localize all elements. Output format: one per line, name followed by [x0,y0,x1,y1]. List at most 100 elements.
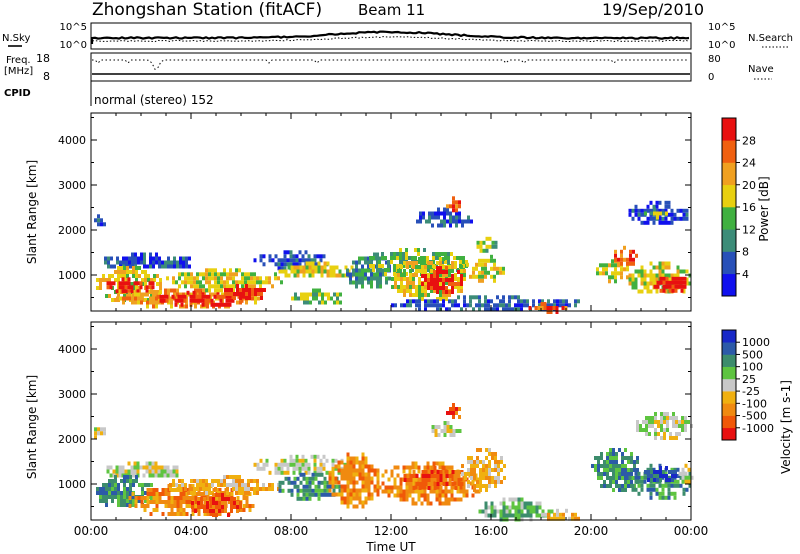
beam-label: Beam 11 [358,1,425,19]
power-colorbar-swatch [722,207,736,230]
time-axis: 00:00 04:00 08:00 12:00 16:00 20:00 00:00 [74,524,709,538]
nave-tick-top: 80 [708,54,721,65]
xtick-label: 12:00 [374,524,409,538]
power-region-24 [653,276,687,293]
velocity-colorbar-swatch [722,427,736,441]
power-colorbar-tick-label: 20 [742,179,756,192]
power-region-7 [224,284,266,300]
power-region-19 [391,295,580,312]
xtick-label: 20:00 [574,524,609,538]
power-colorbar: 4 8 12 16 20 24 28 [721,117,756,297]
power-ytick-label: 1000 [58,269,86,282]
velocity-region-20 [678,463,694,484]
velocity-region-18 [644,466,680,482]
power-region-18 [476,236,498,253]
nsky-tick-top: 10^5 [60,22,87,33]
power-region-22 [614,245,638,266]
velocity-colorbar-swatch [722,415,736,429]
velocity-panel: 1000 2000 3000 4000 [58,321,694,522]
nsearch-label: N.Search [748,33,793,44]
nave-label: Nave [748,64,774,75]
power-colorbar-tick-label: 4 [742,268,749,281]
power-colorbar-tick-label: 24 [742,157,756,170]
velocity-colorbar-tick-label: -1000 [742,422,774,435]
velocity-ytick-label: 4000 [58,343,86,356]
nsky-tick-bottom: 10^0 [60,40,87,51]
velocity-colorbar-tick-label: 25 [742,373,756,386]
velocity-region-19 [636,412,693,440]
power-ytick-label: 2000 [58,224,86,237]
power-region-16 [446,196,461,213]
power-colorbar-tick-label: 28 [742,134,756,147]
freq-strip-panel [90,52,692,82]
power-region-0 [94,214,106,227]
velocity-region-8 [328,452,380,509]
xtick-label: 00:00 [674,524,709,538]
power-colorbar-tick-label: 16 [742,201,756,214]
velocity-region-10 [403,466,464,490]
nsky-strip-panel [90,22,692,50]
power-ytick-label: 4000 [58,134,86,147]
station-title: Zhongshan Station (fitACF) [92,0,322,20]
velocity-colorbar-tick-label: -100 [742,397,767,410]
velocity-colorbar-tick-label: -500 [742,410,767,423]
nsearch-tick-top: 10^5 [708,22,735,33]
xtick-label: 08:00 [274,524,309,538]
power-ylabel: Slant Range [km] [25,160,39,264]
power-region-26 [644,207,668,220]
power-region-10 [291,288,342,305]
power-colorbar-label: Power [dB] [757,176,771,241]
velocity-region-12 [431,421,462,437]
xtick-label: 04:00 [174,524,209,538]
xtick-label: 00:00 [74,524,109,538]
power-colorbar-swatch [722,162,736,186]
power-region-15 [416,207,473,228]
power-region-14 [421,266,463,294]
velocity-colorbar-swatch [722,342,736,355]
power-colorbar-swatch [722,118,736,141]
velocity-ytick-label: 2000 [58,433,86,446]
power-colorbar-tick-label: 12 [742,223,756,236]
velocity-colorbar-swatch [722,366,736,380]
power-colorbar-swatch [722,229,736,252]
velocity-region-15 [541,508,580,521]
xlabel: Time UT [365,540,416,554]
power-region-3 [106,277,155,294]
nsky-label: N.Sky [2,33,30,44]
power-panel: 1000 2000 3000 4000 [58,112,692,314]
velocity-colorbar-label: Velocity [m s-1] [779,380,793,474]
velocity-colorbar-tick-label: 1000 [742,336,770,349]
velocity-region-11 [461,448,506,492]
nave-tick-bottom: 0 [708,72,714,83]
power-colorbar-swatch [722,251,736,275]
power-region-9 [278,261,354,278]
freq-tick-top: 18 [36,52,50,65]
velocity-region-7 [278,472,342,501]
velocity-colorbar-swatch [722,354,736,367]
freq-tick-bottom: 8 [43,70,50,83]
freq-label: Freq. [6,55,31,66]
velocity-ylabel: Slant Range [km] [25,375,39,479]
velocity-colorbar-tick-label: 100 [742,361,763,374]
velocity-region-5 [191,493,242,517]
velocity-colorbar-tick-label: 500 [742,348,763,361]
nsearch-tick-bottom: 10^0 [708,40,735,51]
velocity-colorbar-swatch [722,330,736,343]
xtick-label: 16:00 [474,524,509,538]
power-colorbar-tick-label: 8 [742,246,749,259]
date-label: 19/Sep/2010 [602,0,704,19]
cpid-text: normal (stereo) 152 [94,93,214,107]
power-region-21 [596,259,629,284]
velocity-ytick-label: 1000 [58,478,86,491]
velocity-colorbar-tick-label: -25 [742,385,760,398]
freq-unit: [MHz] [4,66,33,77]
power-region-17 [466,254,505,283]
velocity-region-0 [94,427,106,440]
power-colorbar-swatch [722,184,736,208]
cpid-label: CPID [4,88,31,99]
velocity-colorbar-swatch [722,391,736,404]
velocity-ytick-label: 3000 [58,388,86,401]
velocity-colorbar-swatch [722,378,736,392]
